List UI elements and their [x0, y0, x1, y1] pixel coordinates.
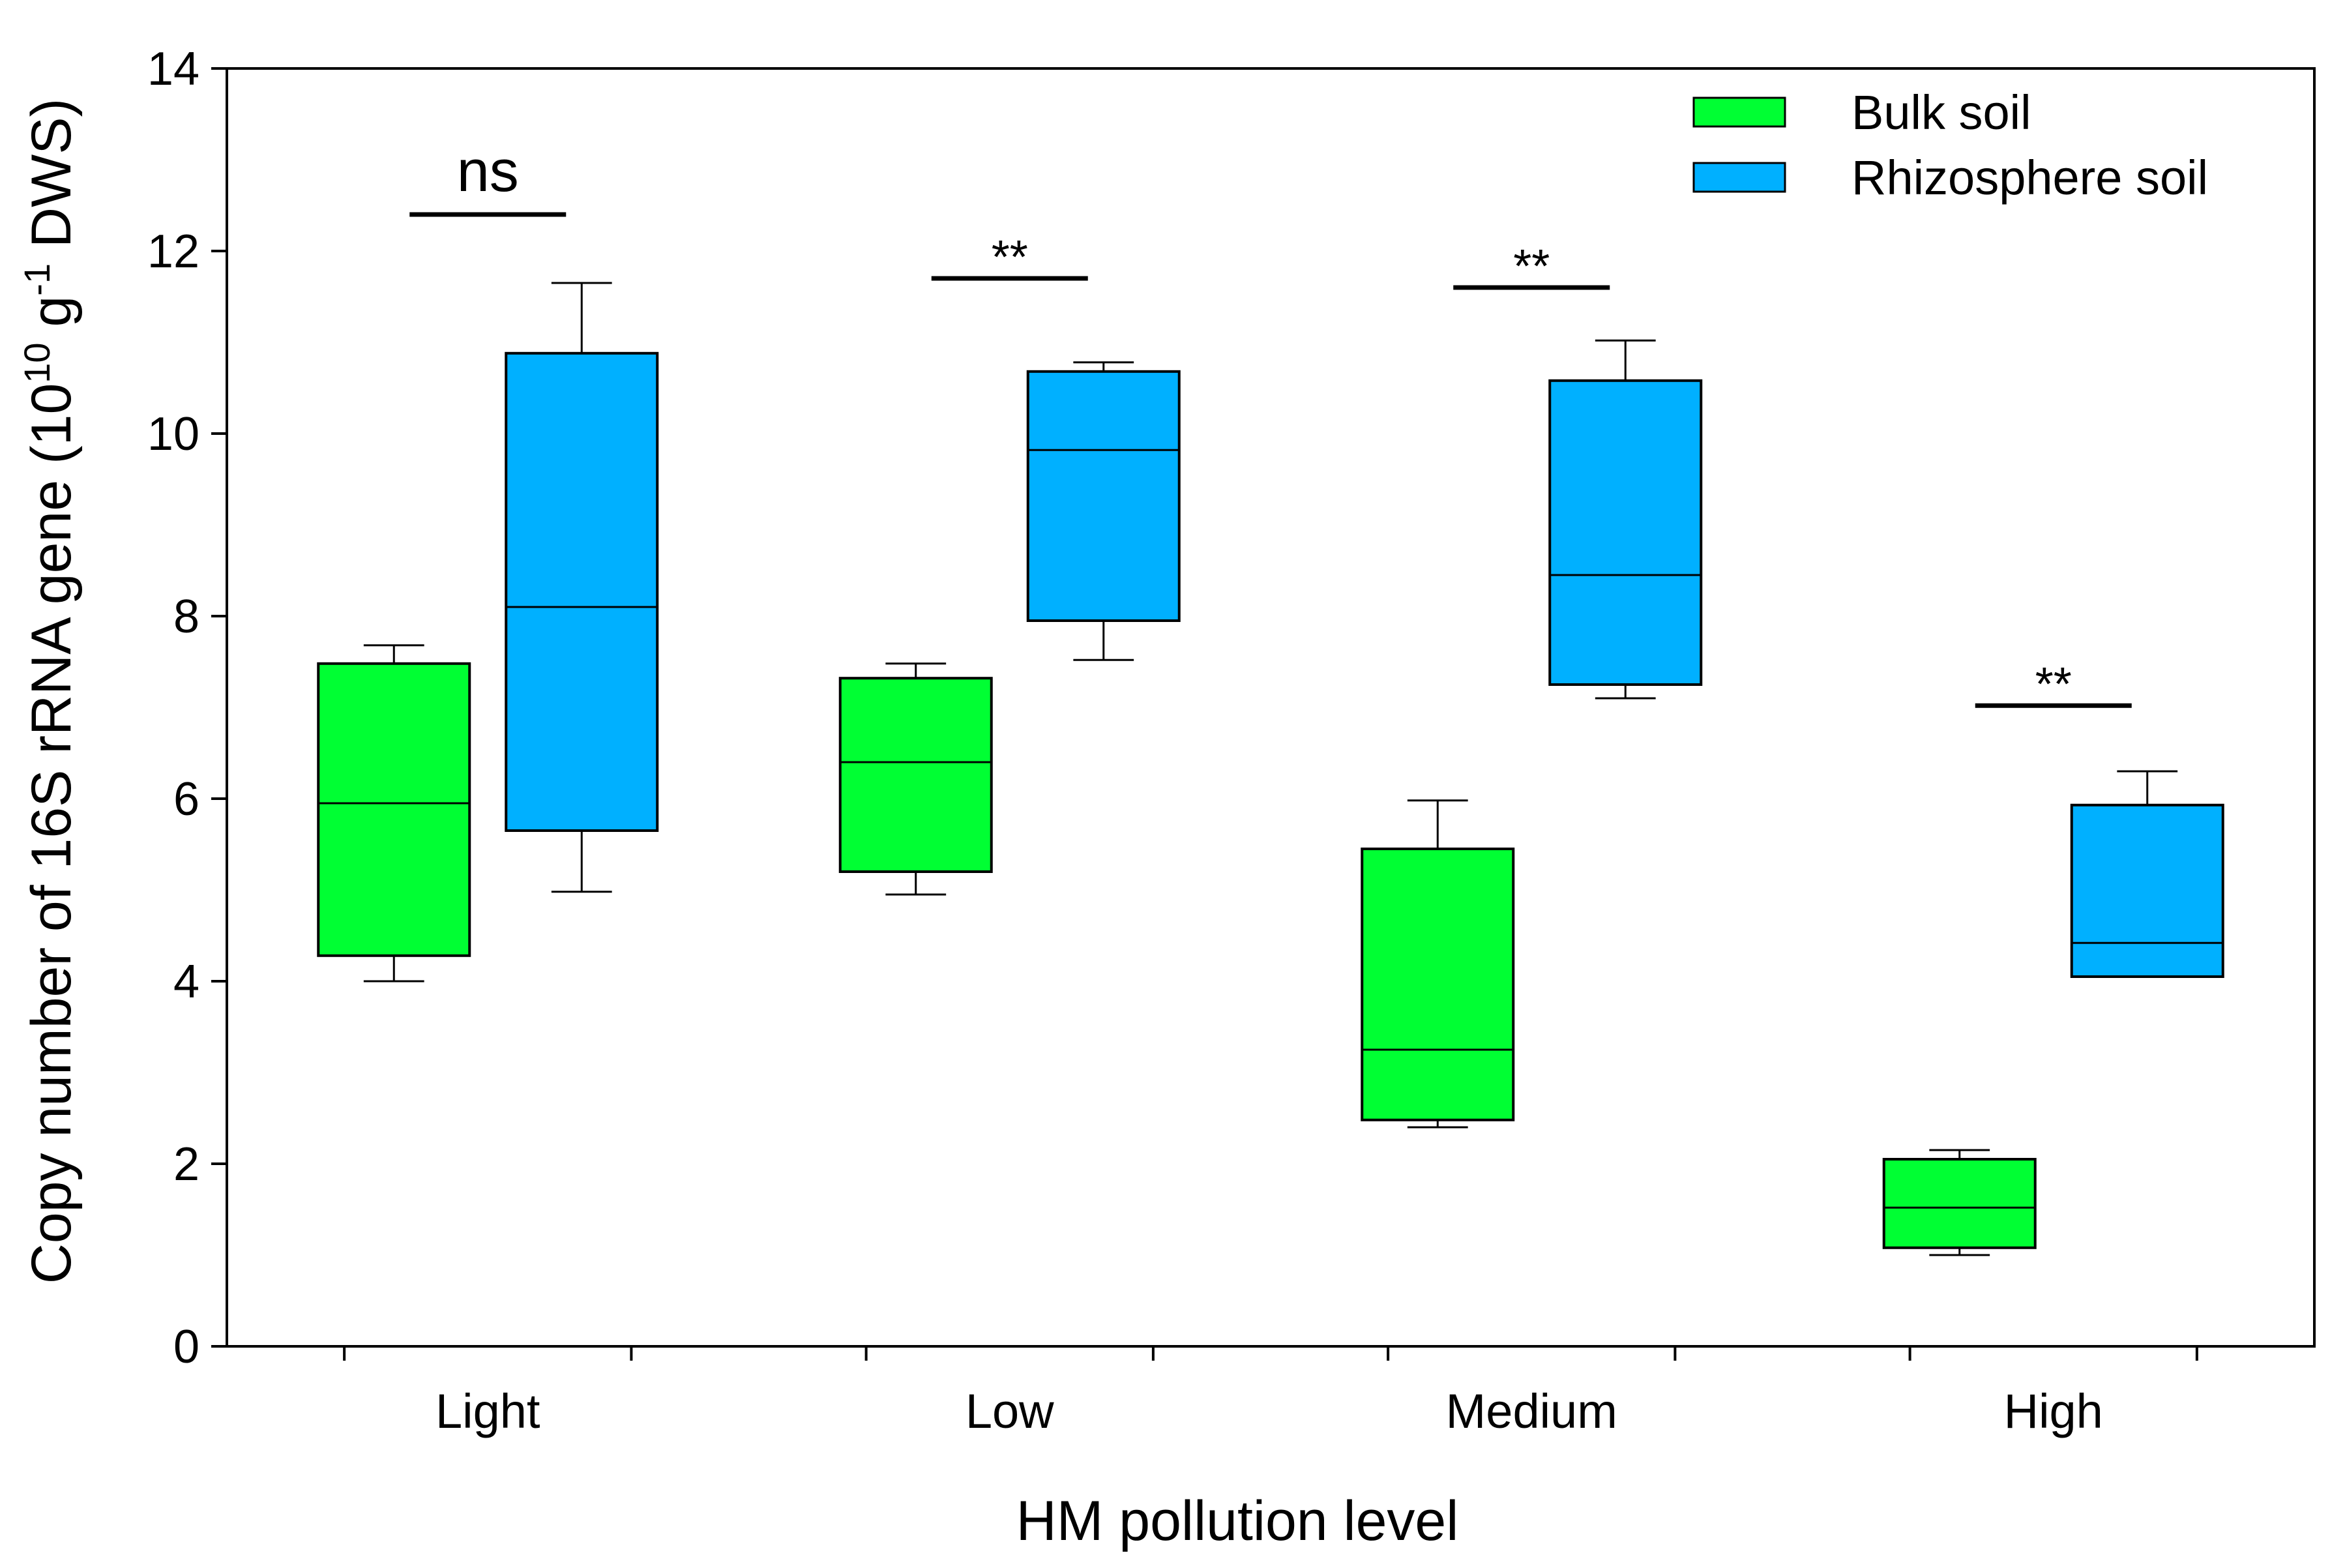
x-axis-title: HM pollution level: [1016, 1490, 1459, 1552]
box-series: [317, 282, 2224, 1256]
significance-high: **: [1975, 658, 2132, 711]
y-tick-label: 10: [147, 408, 199, 460]
significance-light: ns: [409, 139, 567, 217]
x-tick-label-medium: Medium: [1446, 1384, 1617, 1438]
box-rhizosphere-soil-high: [2070, 770, 2224, 979]
box-iqr: [1548, 379, 1703, 686]
box-iqr: [505, 351, 659, 832]
box-iqr: [1882, 1158, 2037, 1249]
box-bulk-soil-light: [317, 644, 471, 983]
significance-low: **: [931, 231, 1088, 284]
plot-frame: [226, 67, 2316, 1348]
x-tick-label-low: Low: [966, 1384, 1054, 1438]
significance-medium: **: [1453, 241, 1610, 293]
axes: 0 2 4 6 8 10 12 14 Light Low Medium High: [147, 43, 2316, 1438]
box-rhizosphere-soil-light: [505, 282, 659, 893]
significance-label: **: [1513, 241, 1550, 293]
box-rhizosphere-soil-medium: [1548, 339, 1703, 700]
box-iqr: [317, 662, 471, 957]
legend: Bulk soil Rhizosphere soil: [1692, 85, 2208, 205]
significance-annotations: ns ** ** **: [409, 139, 2132, 711]
y-tick-label: 8: [173, 591, 199, 643]
legend-swatch-rhizosphere-soil: [1692, 162, 1786, 193]
significance-label: **: [992, 231, 1028, 284]
significance-label: ns: [457, 139, 519, 204]
legend-label-rhizosphere-soil: Rhizosphere soil: [1851, 151, 2208, 205]
legend-swatch-bulk-soil: [1692, 96, 1786, 128]
legend-label-bulk-soil: Bulk soil: [1851, 85, 2031, 140]
box-bulk-soil-medium: [1361, 799, 1515, 1129]
box-iqr: [2070, 803, 2224, 979]
box-iqr: [1026, 370, 1181, 622]
box-iqr: [1361, 848, 1515, 1121]
y-tick-label: 4: [173, 956, 199, 1008]
x-tick-label-high: High: [2004, 1384, 2103, 1438]
significance-label: **: [2035, 658, 2072, 711]
x-tick-label-light: Light: [435, 1384, 540, 1438]
y-tick-label: 2: [173, 1138, 199, 1191]
box-bulk-soil-low: [838, 662, 993, 896]
box-bulk-soil-high: [1882, 1149, 2037, 1256]
y-tick-label: 14: [147, 43, 199, 95]
y-axis-title: Copy number of 16S rRNA gene (1010 g-1 D…: [16, 98, 83, 1284]
box-rhizosphere-soil-low: [1026, 361, 1181, 661]
y-tick-label: 12: [147, 226, 199, 278]
y-tick-label: 0: [173, 1321, 199, 1373]
box-iqr: [838, 677, 993, 873]
y-tick-label: 6: [173, 773, 199, 825]
